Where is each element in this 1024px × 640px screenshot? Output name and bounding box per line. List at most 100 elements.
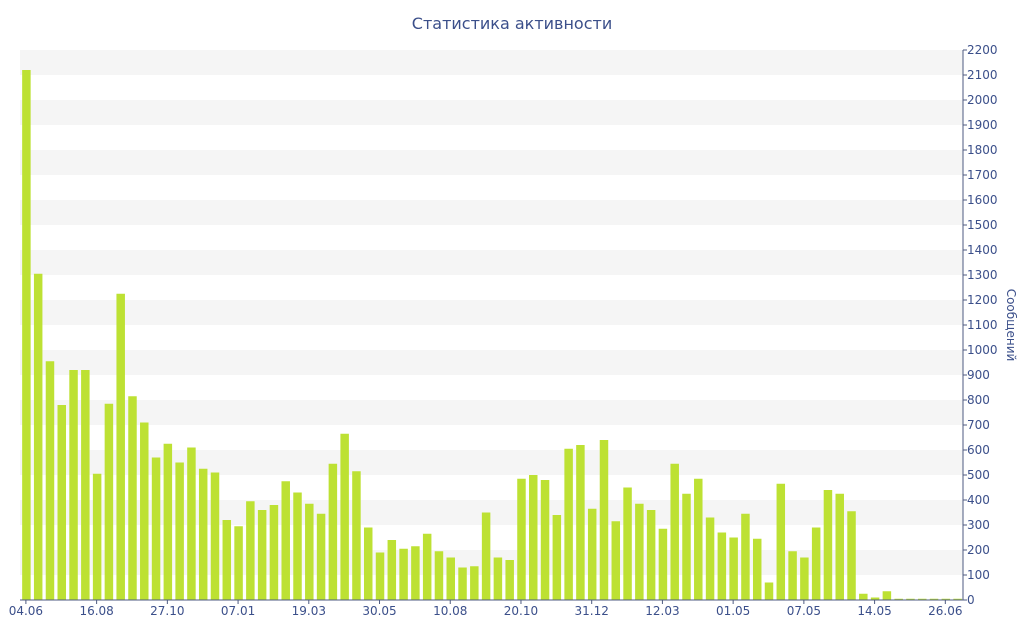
bar	[151, 457, 161, 600]
y-tick-label: 1400	[967, 243, 998, 257]
y-tick-label: 1300	[967, 268, 998, 282]
x-tick-label: 04.06	[9, 604, 43, 618]
y-tick-label: 1600	[967, 193, 998, 207]
bar	[906, 598, 915, 600]
bar	[33, 273, 43, 600]
grid-band	[20, 50, 963, 75]
bar	[599, 440, 609, 600]
bar	[328, 463, 338, 600]
y-tick-label: 700	[967, 418, 990, 432]
bar	[269, 505, 279, 600]
y-tick-label: 0	[967, 593, 975, 607]
bar	[587, 508, 597, 600]
bar	[434, 551, 444, 600]
x-tick-label: 12.03	[645, 604, 679, 618]
grid-band	[20, 300, 963, 325]
grid-band	[20, 400, 963, 425]
grid-band	[20, 200, 963, 225]
bar	[764, 582, 774, 600]
grid-band	[20, 150, 963, 175]
bar	[187, 447, 196, 600]
grid-band	[20, 350, 963, 375]
bar	[505, 560, 514, 600]
bar	[257, 510, 267, 600]
bar	[116, 293, 125, 600]
bar	[788, 551, 797, 600]
bar	[481, 512, 491, 600]
bar	[611, 521, 621, 600]
bar	[104, 403, 114, 600]
bar	[705, 517, 715, 600]
bar	[835, 493, 844, 600]
bar	[729, 537, 738, 600]
bars-series	[22, 70, 962, 600]
bar	[234, 526, 243, 600]
bar	[576, 445, 585, 600]
bar	[293, 492, 302, 600]
y-tick-label: 1800	[967, 143, 998, 157]
bar	[717, 532, 727, 600]
bar	[953, 598, 962, 600]
bar	[363, 527, 373, 600]
bar	[470, 566, 479, 600]
chart-title: Статистика активности	[411, 14, 613, 33]
x-tick-label: 14.05	[857, 604, 891, 618]
bar	[823, 490, 833, 600]
bar	[140, 422, 149, 600]
x-tick-label: 30.05	[362, 604, 396, 618]
y-tick-label: 400	[967, 493, 990, 507]
x-tick-label: 27.10	[150, 604, 184, 618]
y-tick-label: 100	[967, 568, 990, 582]
y-tick-label: 200	[967, 543, 990, 557]
bar	[929, 598, 939, 600]
grid-bands	[20, 50, 963, 575]
bar	[175, 462, 184, 600]
bar	[81, 370, 90, 600]
bar	[552, 515, 562, 600]
x-tick-label: 07.01	[221, 604, 255, 618]
bar	[752, 538, 762, 600]
bar	[918, 598, 927, 600]
y-tick-label: 2100	[967, 68, 998, 82]
y-tick-label: 1100	[967, 318, 998, 332]
bar	[682, 493, 691, 600]
bar	[741, 513, 750, 600]
bar	[399, 548, 408, 600]
bar	[305, 503, 314, 600]
bar	[316, 513, 326, 600]
bar	[635, 503, 644, 600]
bar	[198, 468, 208, 600]
grid-band	[20, 100, 963, 125]
bar	[92, 473, 102, 600]
bar	[623, 487, 632, 600]
bar	[57, 405, 66, 600]
grid-band	[20, 550, 963, 575]
bar	[128, 396, 137, 600]
y-tick-label: 1700	[967, 168, 998, 182]
bar	[210, 472, 220, 600]
bar	[493, 557, 503, 600]
bar	[811, 527, 821, 600]
bar	[870, 597, 880, 600]
x-tick-label: 10.08	[433, 604, 467, 618]
bar	[22, 70, 31, 600]
bar	[882, 591, 892, 600]
y-tick-label: 800	[967, 393, 990, 407]
x-tick-label: 07.05	[787, 604, 821, 618]
x-tick-label: 19.03	[292, 604, 326, 618]
bar	[281, 481, 290, 600]
y-tick-label: 1200	[967, 293, 998, 307]
bar	[529, 475, 538, 600]
y-tick-label: 500	[967, 468, 990, 482]
y-tick-label: 1000	[967, 343, 998, 357]
bar	[646, 510, 656, 600]
x-tick-label: 20.10	[504, 604, 538, 618]
bar	[352, 471, 361, 600]
grid-band	[20, 500, 963, 525]
bar	[458, 567, 467, 600]
bar	[658, 528, 668, 600]
bar	[340, 433, 349, 600]
x-tick-label: 26.06	[928, 604, 962, 618]
